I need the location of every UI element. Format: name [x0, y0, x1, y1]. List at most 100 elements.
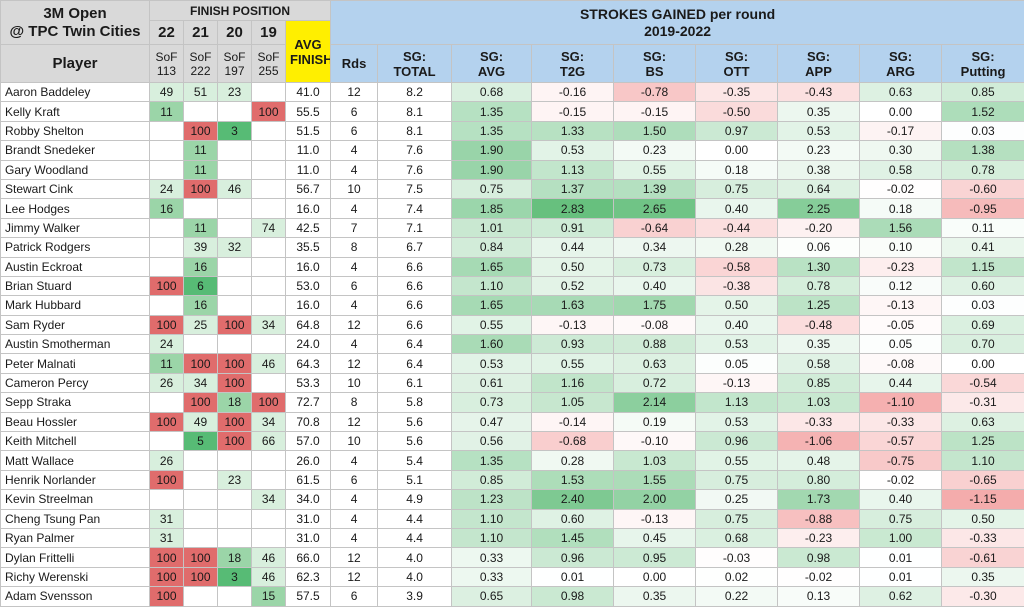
sg-putting-cell: 0.50 [941, 508, 1024, 529]
player-name-cell: Keith Mitchell [0, 431, 150, 452]
sg-t2g-cell: 2.83 [531, 198, 615, 219]
sg-ott-cell: 0.50 [695, 295, 779, 316]
sg-arg-cell: 0.01 [859, 547, 943, 568]
avg-finish-cell: 16.0 [284, 198, 332, 219]
avg-finish-cell: 56.7 [284, 178, 332, 200]
finish-22-cell: 100 [149, 275, 184, 297]
sg-putting-cell: 0.11 [941, 217, 1024, 239]
finish-22-cell: 49 [149, 81, 184, 103]
rds-cell: 6 [330, 101, 379, 122]
finish-19-cell [251, 372, 286, 394]
rds-cell: 12 [330, 547, 379, 568]
sg-prefix: SG: [560, 48, 585, 64]
player-name-cell: Robby Shelton [0, 120, 150, 142]
sg-bs-cell: 1.75 [613, 295, 697, 316]
sg-app-cell: 0.64 [777, 178, 861, 200]
sg-total-cell: 3.9 [377, 586, 453, 607]
finish-19-cell: 66 [251, 431, 286, 452]
sg-putting-cell: -0.54 [941, 372, 1024, 394]
finish-20-cell: 100 [217, 353, 252, 374]
finish-22-cell [149, 217, 184, 239]
rds-cell: 4 [330, 159, 379, 180]
finish-20-cell [217, 295, 252, 316]
avg-finish-label-2: FINISH [290, 51, 331, 67]
finish-21-cell: 11 [183, 217, 218, 239]
sg-t2g-cell: 0.93 [531, 334, 615, 355]
sg-t2g-cell: 0.28 [531, 450, 615, 471]
sg-putting-cell: -0.30 [941, 586, 1024, 607]
rds-cell: 6 [330, 120, 379, 142]
finish-22-cell [149, 159, 184, 180]
table-row: Sam Ryder 100 25 100 34 64.8 12 6.6 0.55 -0.13 -0.… [0, 314, 1024, 336]
finish-21-cell [183, 508, 218, 529]
avg-finish-cell: 24.0 [284, 334, 332, 355]
player-name-cell: Patrick Rodgers [0, 237, 150, 258]
sg-avg-cell: 1.10 [451, 275, 533, 297]
sg-putting-cell: -0.33 [941, 527, 1024, 549]
sg-t2g-cell: -0.15 [531, 101, 615, 122]
finish-19-cell: 100 [251, 392, 286, 413]
finish-21-cell: 51 [183, 81, 218, 103]
avg-finish-cell: 51.5 [284, 120, 332, 142]
player-name-cell: Kelly Kraft [0, 101, 150, 122]
sg-app-cell: 0.13 [777, 586, 861, 607]
table-row: Matt Wallace 26 26.0 4 5.4 1.35 0.28 1.03 0.55 0.… [0, 450, 1024, 471]
finish-20-cell [217, 527, 252, 549]
sg-ott-cell: 0.96 [695, 431, 779, 452]
sg-total-cell: 8.2 [377, 81, 453, 103]
sg-putting-cell: -0.61 [941, 547, 1024, 568]
rds-cell: 4 [330, 489, 379, 510]
sg-avg-cell: 0.61 [451, 372, 533, 394]
sg-avg-cell: 1.23 [451, 489, 533, 510]
sg-app-cell: -0.02 [777, 566, 861, 588]
sg-arg-cell: -0.23 [859, 256, 943, 277]
sg-t2g-cell: 1.53 [531, 469, 615, 491]
table-row: Brian Stuard 100 6 53.0 6 6.6 1.10 0.52 0.40 -0.3… [0, 275, 1024, 297]
finish-21-cell: 100 [183, 120, 218, 142]
sg-putting-cell: 1.52 [941, 101, 1024, 122]
sg-avg-cell: 1.85 [451, 198, 533, 219]
sg-ott-cell: 0.02 [695, 566, 779, 588]
rds-cell: 4 [330, 295, 379, 316]
finish-20-cell [217, 159, 252, 180]
table-row: Patrick Rodgers 39 32 35.5 8 6.7 0.84 0.44 0.34 0… [0, 237, 1024, 258]
finish-21-cell: 100 [183, 392, 218, 413]
table-row: Brandt Snedeker 11 11.0 4 7.6 1.90 0.53 0.23 0.0… [0, 140, 1024, 161]
sg-bs-cell: 0.40 [613, 275, 697, 297]
rds-cell: 12 [330, 566, 379, 588]
sg-t2g-cell: 1.63 [531, 295, 615, 316]
table-row: Ryan Palmer 31 31.0 4 4.4 1.10 1.45 0.45 0.68 -0.… [0, 527, 1024, 549]
sg-total-cell: 7.5 [377, 178, 453, 200]
finish-20-cell: 100 [217, 372, 252, 394]
strokes-gained-header: STROKES GAINED per round 2019-2022 [330, 0, 1024, 45]
sg-app-cell: 0.06 [777, 237, 861, 258]
finish-21-cell [183, 450, 218, 471]
sg-putting-cell: 0.35 [941, 566, 1024, 588]
finish-22-cell: 24 [149, 178, 184, 200]
rds-cell: 6 [330, 469, 379, 491]
sg-avg-cell: 1.90 [451, 159, 533, 180]
finish-20-cell: 100 [217, 431, 252, 452]
finish-20-cell: 23 [217, 81, 252, 103]
sg-total-cell: 5.6 [377, 411, 453, 433]
sg-avg-cell: 0.47 [451, 411, 533, 433]
finish-21-cell: 5 [183, 431, 218, 452]
rds-cell: 4 [330, 527, 379, 549]
sg-ott-cell: 0.22 [695, 586, 779, 607]
sg-arg-cell: -0.02 [859, 178, 943, 200]
sg-bs-cell: 0.35 [613, 586, 697, 607]
player-name-cell: Lee Hodges [0, 198, 150, 219]
rds-cell: 10 [330, 372, 379, 394]
table-row: Richy Werenski 100 100 3 46 62.3 12 4.0 0.33 0.01… [0, 566, 1024, 588]
player-name-cell: Matt Wallace [0, 450, 150, 471]
event-title-line1: 3M Open [43, 4, 107, 22]
finish-19-cell: 74 [251, 217, 286, 239]
avg-finish-cell: 66.0 [284, 547, 332, 568]
player-name-cell: Henrik Norlander [0, 469, 150, 491]
table-row: Robby Shelton 100 3 51.5 6 8.1 1.35 1.33 1.50 0.9… [0, 120, 1024, 142]
finish-21-cell: 11 [183, 159, 218, 180]
sg-arg-cell: 0.62 [859, 586, 943, 607]
sg-app-cell: 1.25 [777, 295, 861, 316]
sg-avg-cell: 0.84 [451, 237, 533, 258]
sg-app-cell: 0.38 [777, 159, 861, 180]
